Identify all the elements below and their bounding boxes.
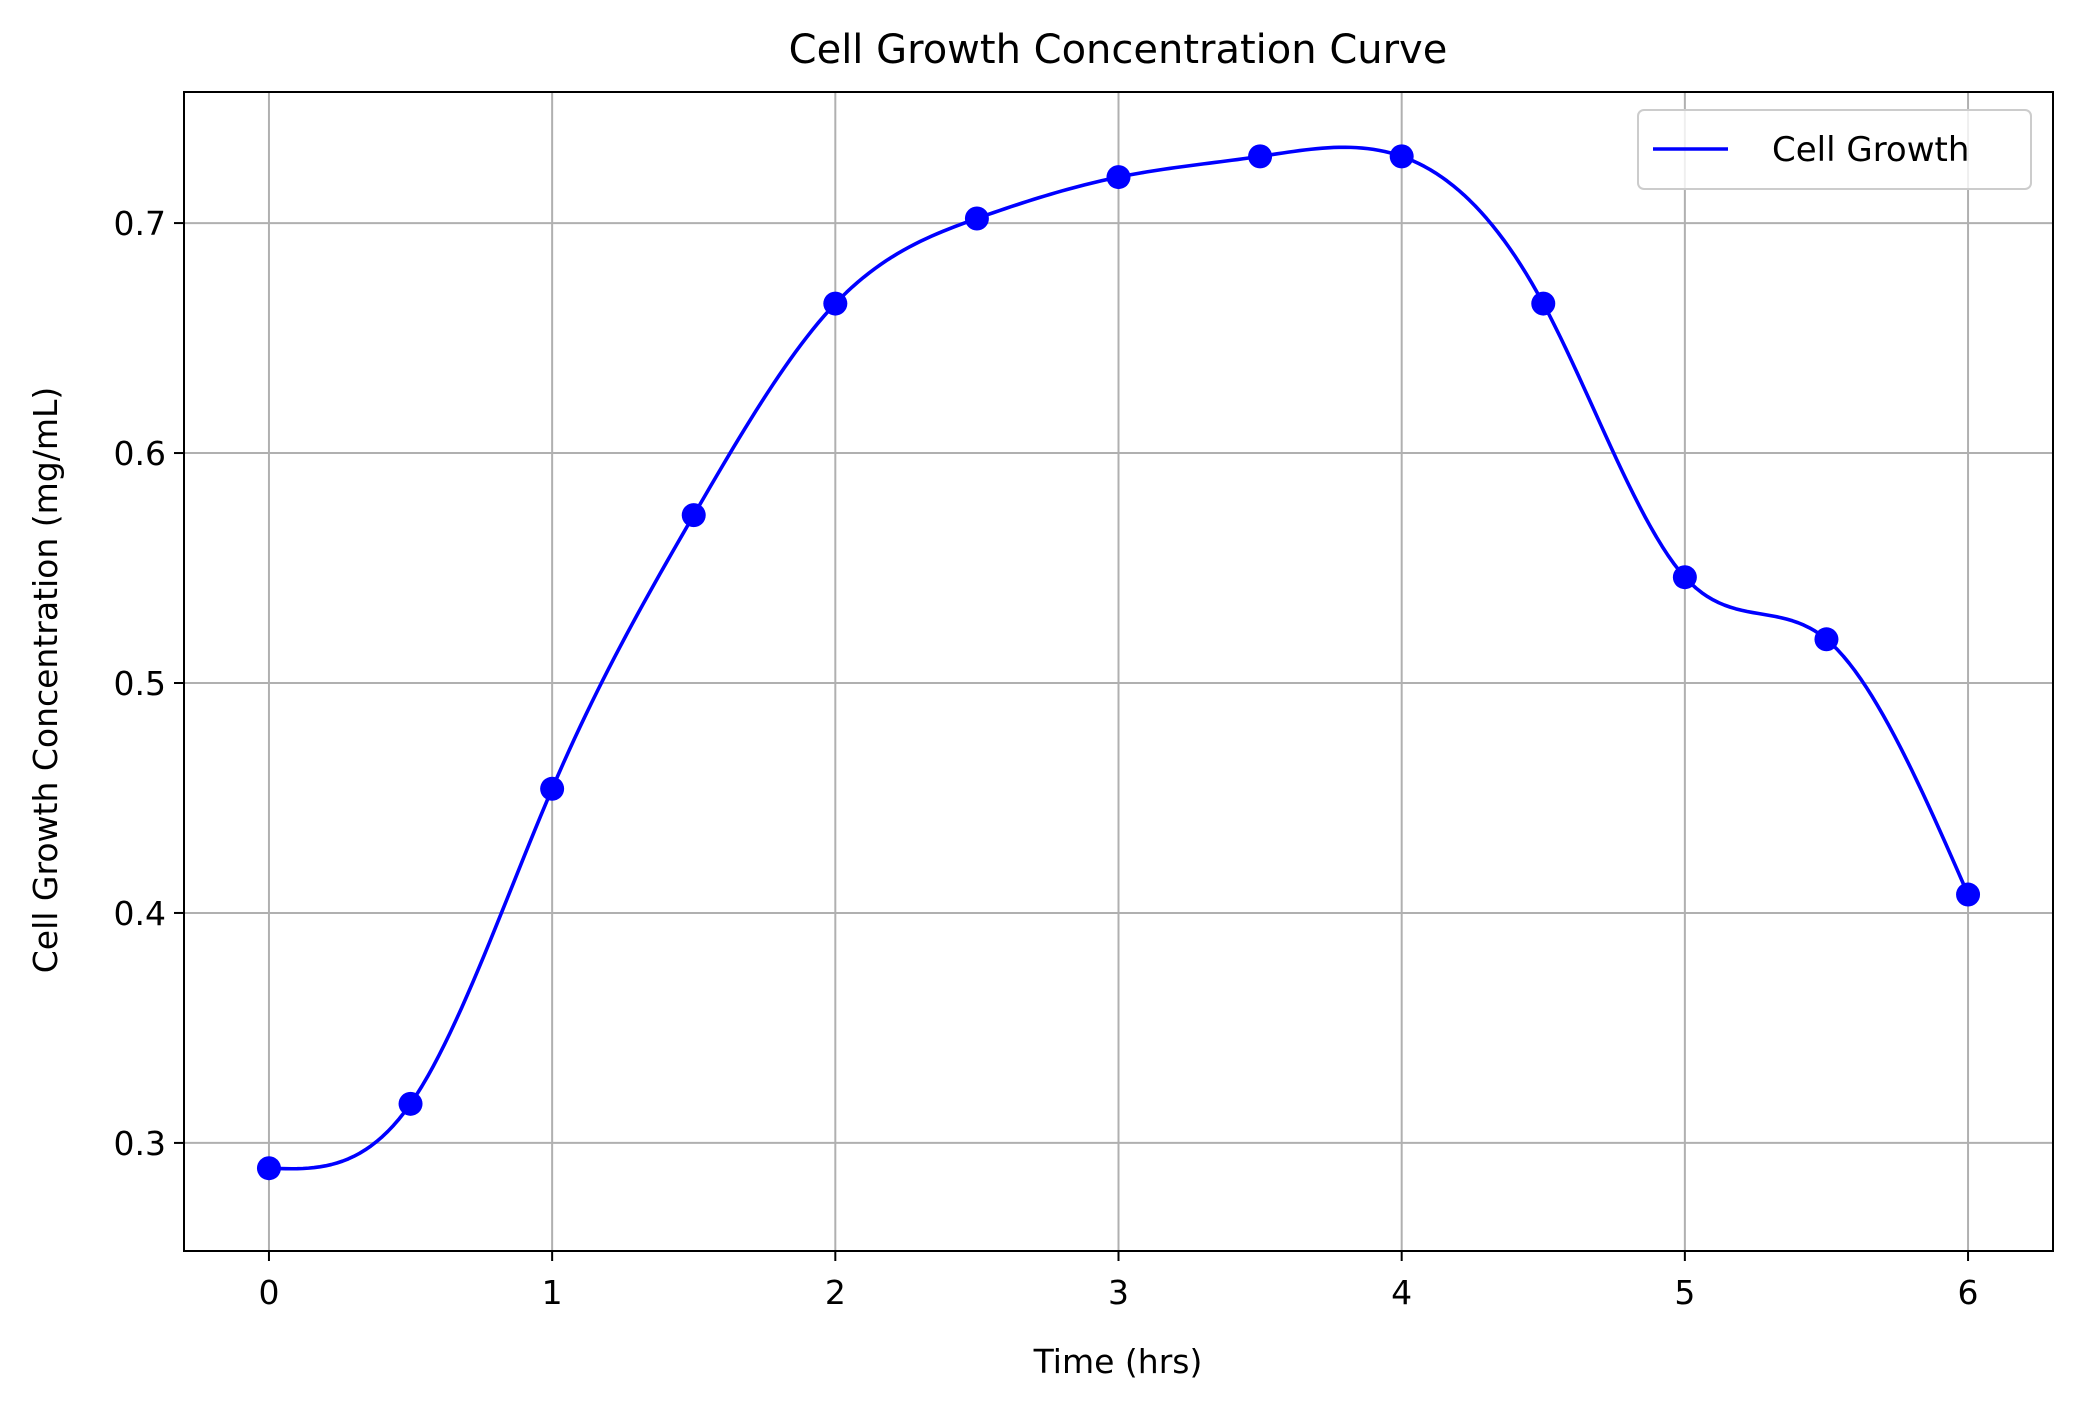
data-point bbox=[1956, 882, 1981, 907]
y-axis-label: Cell Growth Concentration (mg/mL) bbox=[26, 387, 65, 974]
x-tick-label: 6 bbox=[1958, 1273, 1979, 1312]
x-tick-label: 1 bbox=[542, 1273, 563, 1312]
y-tick-label: 0.5 bbox=[114, 664, 166, 703]
data-point bbox=[256, 1156, 281, 1181]
x-tick-label: 2 bbox=[825, 1273, 846, 1312]
legend-label: Cell Growth bbox=[1772, 130, 1969, 170]
y-tick-label: 0.4 bbox=[114, 894, 166, 933]
y-axis: 0.3 0.4 0.5 0.6 0.7 bbox=[114, 204, 184, 1163]
data-point bbox=[1389, 144, 1414, 169]
x-tick-label: 5 bbox=[1674, 1273, 1695, 1312]
legend-box bbox=[1637, 109, 2032, 190]
data-point bbox=[964, 206, 989, 231]
y-tick-label: 0.3 bbox=[114, 1124, 166, 1163]
data-point bbox=[540, 776, 565, 801]
x-axis: 0 1 2 3 4 5 6 bbox=[258, 1251, 1979, 1312]
data-point bbox=[823, 291, 848, 316]
x-axis-label: Time (hrs) bbox=[1033, 1342, 1203, 1381]
data-point bbox=[1248, 144, 1273, 169]
data-point bbox=[1672, 565, 1697, 590]
y-tick-label: 0.6 bbox=[114, 434, 166, 473]
x-tick-label: 3 bbox=[1108, 1273, 1129, 1312]
chart-title: Cell Growth Concentration Curve bbox=[789, 27, 1448, 73]
legend: Cell Growth bbox=[1637, 109, 2032, 190]
y-tick-label: 0.7 bbox=[114, 204, 166, 243]
data-point bbox=[681, 503, 706, 528]
data-point bbox=[1106, 165, 1131, 190]
data-point bbox=[1531, 291, 1556, 316]
grid-lines bbox=[184, 92, 2053, 1251]
x-tick-label: 0 bbox=[258, 1273, 279, 1312]
series-layer bbox=[256, 144, 1981, 1181]
x-tick-label: 4 bbox=[1391, 1273, 1412, 1312]
data-point bbox=[398, 1091, 423, 1116]
data-point bbox=[1814, 627, 1839, 652]
